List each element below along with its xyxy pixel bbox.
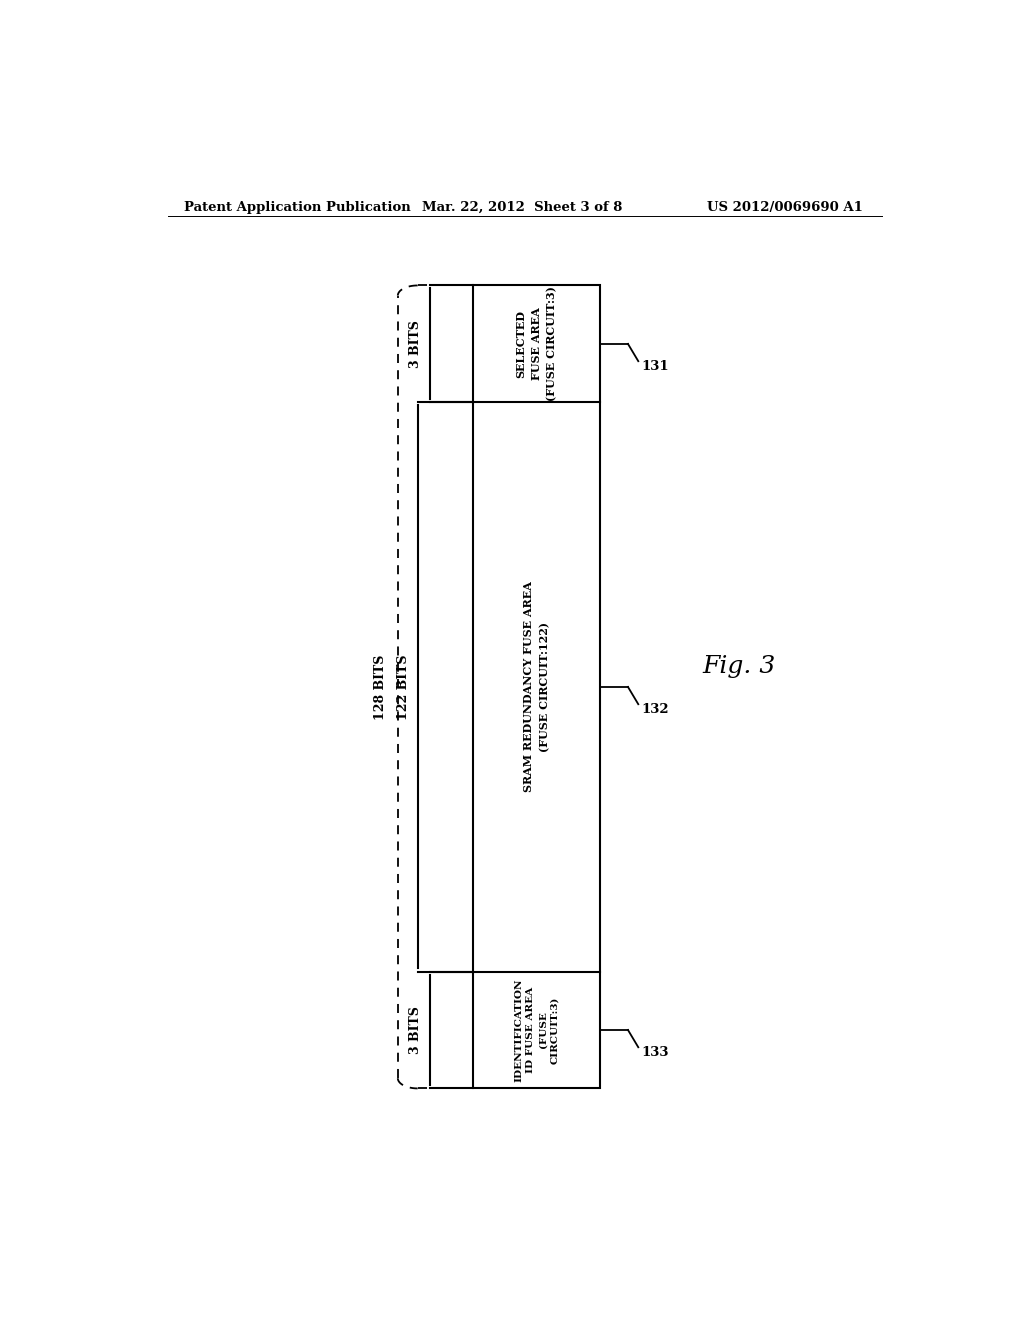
Text: Fig. 3: Fig. 3 [702, 655, 776, 678]
Text: Mar. 22, 2012  Sheet 3 of 8: Mar. 22, 2012 Sheet 3 of 8 [422, 201, 622, 214]
Text: SRAM REDUNDANCY FUSE AREA
(FUSE CIRCUIT:122): SRAM REDUNDANCY FUSE AREA (FUSE CIRCUIT:… [523, 582, 550, 792]
Text: 132: 132 [641, 702, 669, 715]
Text: 128 BITS: 128 BITS [374, 655, 387, 719]
Text: 131: 131 [641, 360, 669, 372]
Text: Patent Application Publication: Patent Application Publication [183, 201, 411, 214]
Text: US 2012/0069690 A1: US 2012/0069690 A1 [708, 201, 863, 214]
Text: IDENTIFICATION
ID FUSE AREA
(FUSE
CIRCUIT:3): IDENTIFICATION ID FUSE AREA (FUSE CIRCUI… [514, 978, 559, 1081]
Text: 3 BITS: 3 BITS [409, 1006, 422, 1053]
Text: 133: 133 [641, 1045, 669, 1059]
Text: 3 BITS: 3 BITS [409, 319, 422, 368]
Bar [473, 285, 600, 1089]
Text: SELECTED
FUSE AREA
(FUSE CIRCUIT:3): SELECTED FUSE AREA (FUSE CIRCUIT:3) [516, 286, 558, 401]
Text: 122 BITS: 122 BITS [397, 655, 410, 719]
